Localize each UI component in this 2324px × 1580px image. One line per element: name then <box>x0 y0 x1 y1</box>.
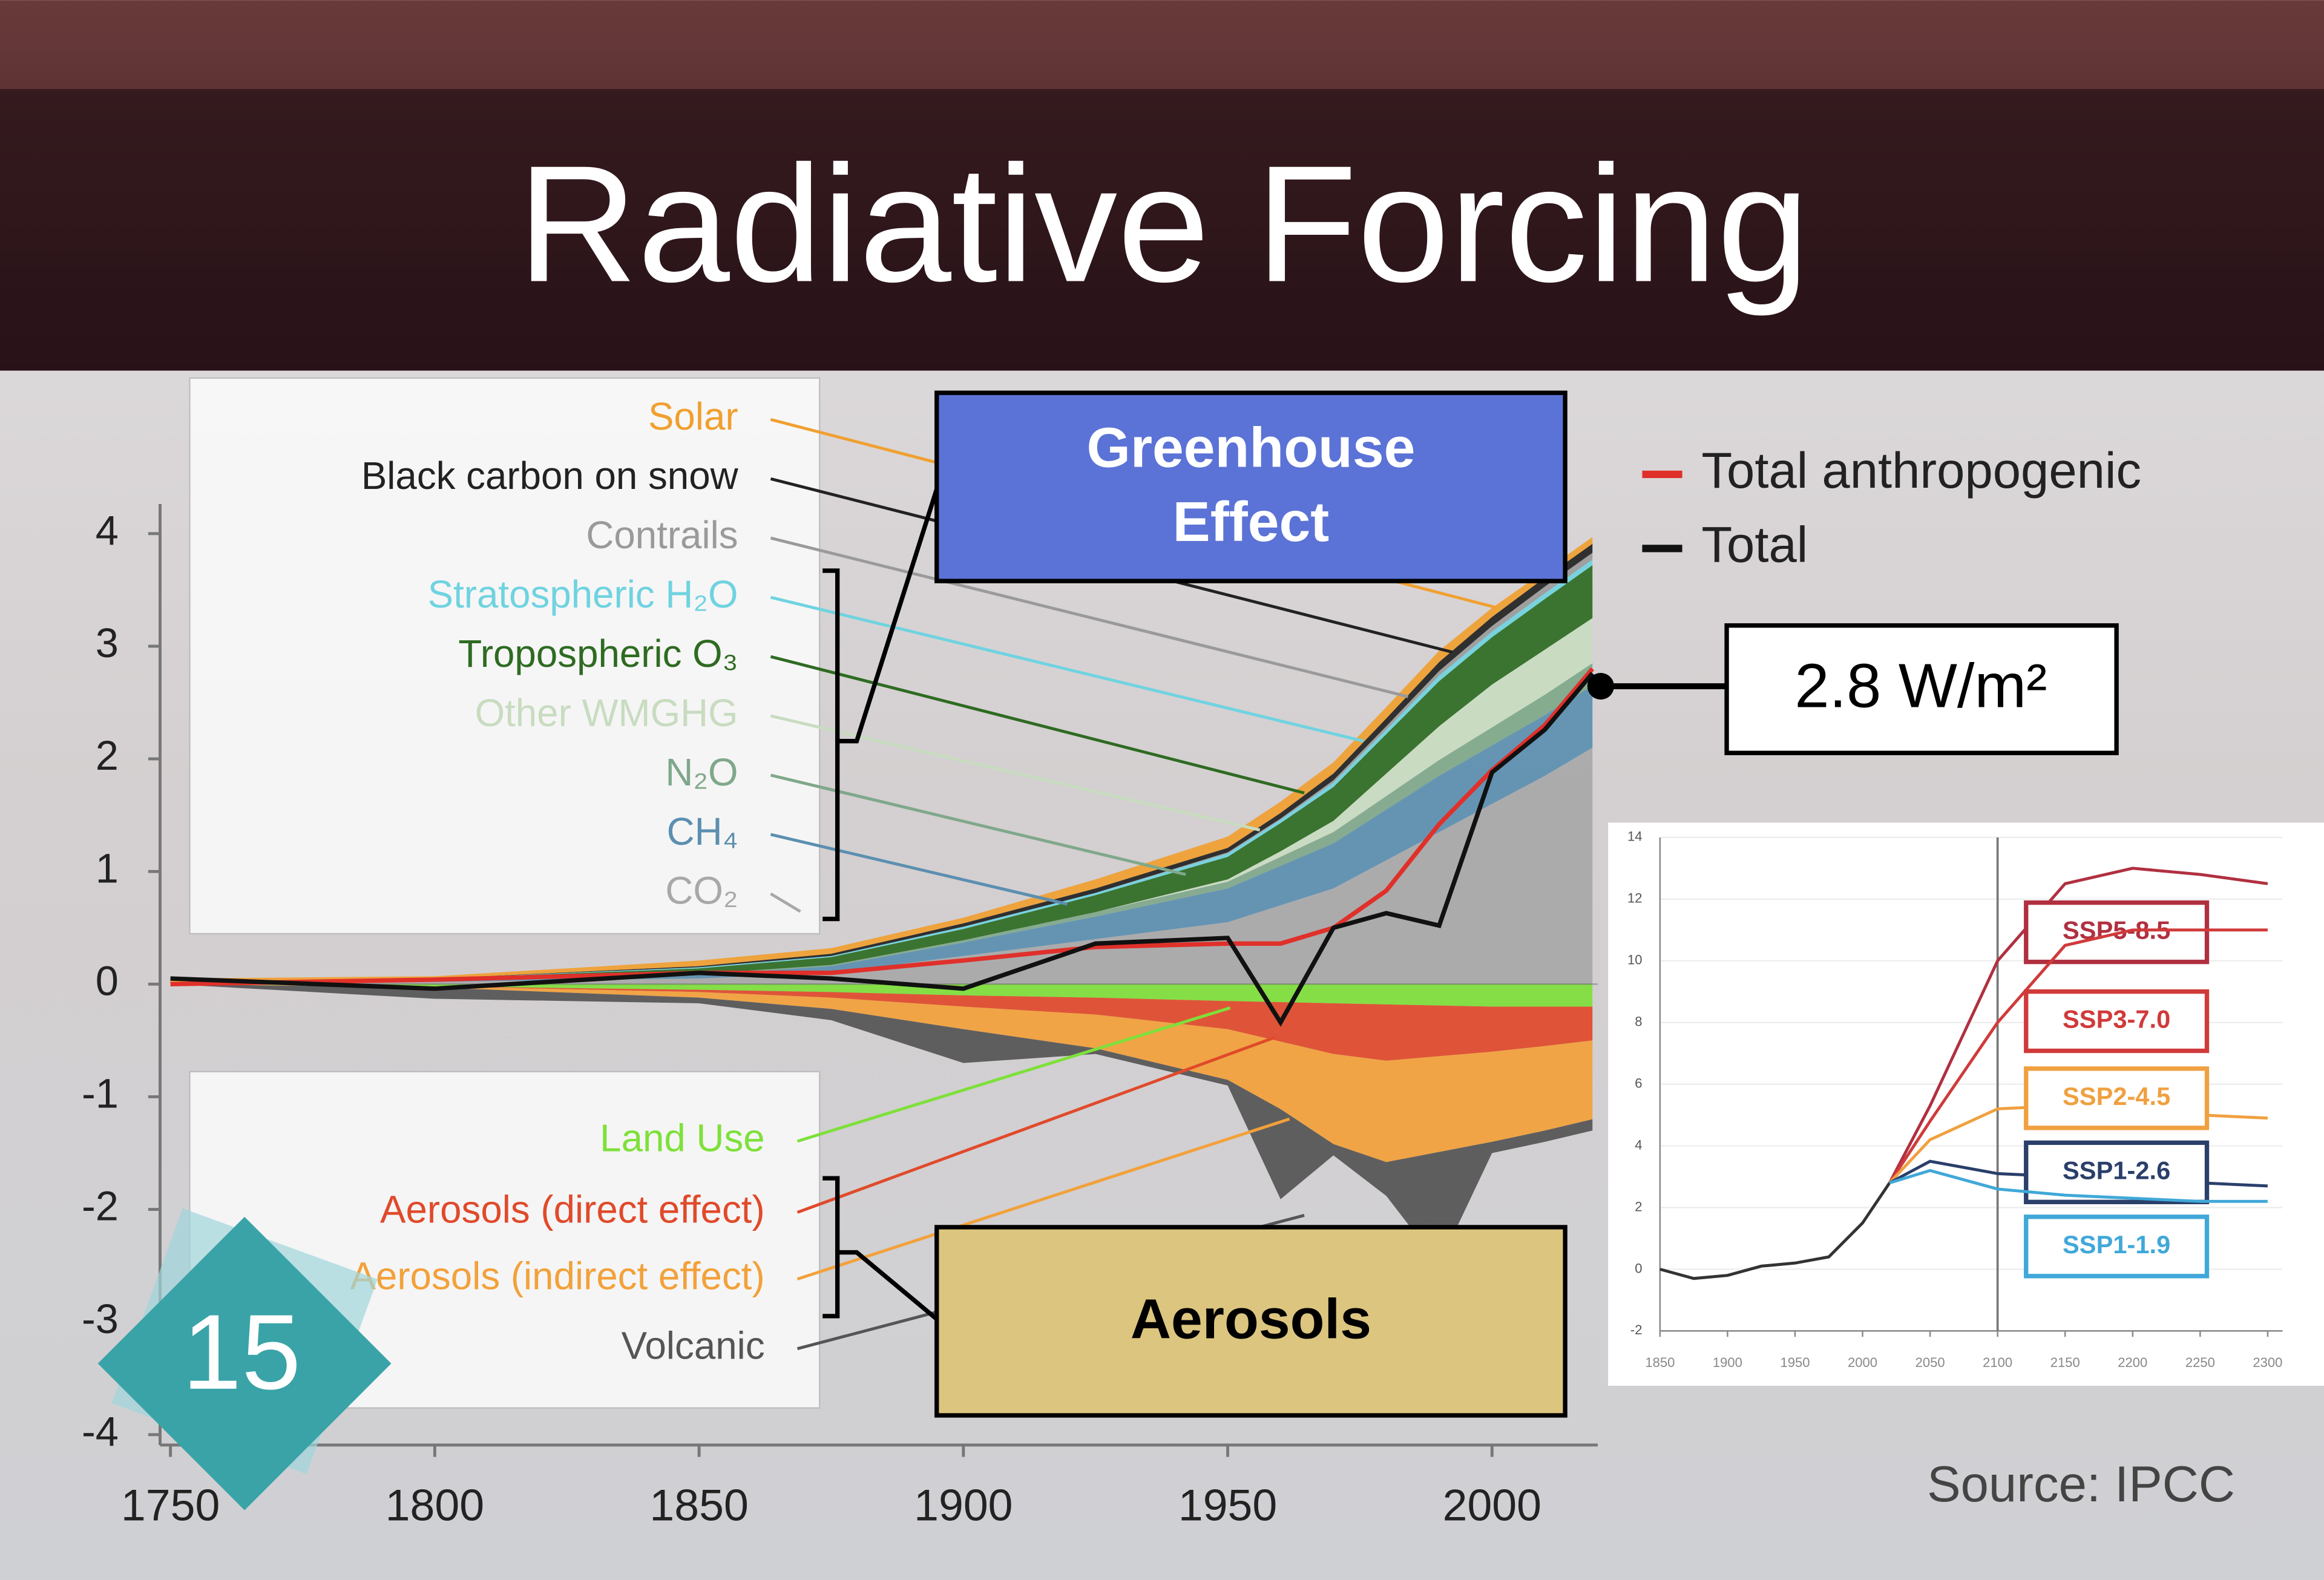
slide-title: Radiative Forcing <box>517 131 1809 317</box>
leader-line <box>770 773 1186 876</box>
x-tick-label: 2100 <box>1983 1355 2012 1370</box>
legend-label: Other WMGHG <box>475 692 738 735</box>
x-tick-label: 2250 <box>2185 1355 2215 1370</box>
y-tick-label: 10 <box>1627 952 1643 968</box>
leader-line <box>770 714 1261 832</box>
x-tick-label: 2000 <box>1848 1355 1877 1370</box>
y-tick-label: 2 <box>1635 1199 1642 1214</box>
y-tick-label: -1 <box>82 1070 119 1117</box>
legend-label: Black carbon on snow <box>361 454 739 497</box>
y-tick-label: -2 <box>82 1183 119 1230</box>
legend-label: Volcanic <box>622 1325 765 1368</box>
x-tick-label: 2150 <box>2050 1355 2080 1370</box>
area <box>170 984 1593 1061</box>
leader-line <box>770 536 1409 698</box>
x-tick-label: 1850 <box>1645 1355 1675 1370</box>
x-tick-label: 2200 <box>2118 1355 2147 1370</box>
leader-line <box>770 892 801 913</box>
legend-label: Solar <box>648 395 738 438</box>
y-tick-label: 2 <box>96 732 119 779</box>
leader-line <box>770 595 1364 743</box>
line <box>1888 867 2268 1184</box>
source: Source: IPCC <box>1927 1456 2235 1512</box>
aerosols-label: Aerosols <box>1131 1288 1371 1351</box>
legend-box <box>2024 1066 2210 1130</box>
line <box>1888 928 2268 1184</box>
x-tick-label: 2050 <box>1915 1355 1945 1370</box>
area <box>170 984 1593 1007</box>
leader-line <box>796 1117 1290 1280</box>
legend-label: Aerosols (indirect effect) <box>350 1254 764 1297</box>
leader-line <box>796 1036 1275 1214</box>
y-tick-label: 1 <box>96 845 119 891</box>
x-tick-label: 2300 <box>2253 1355 2282 1370</box>
x-tick-label: 1750 <box>121 1480 220 1530</box>
x-tick-label: 1850 <box>649 1480 748 1530</box>
line <box>1659 1182 1891 1280</box>
y-tick-label: 3 <box>96 620 119 666</box>
legend-label: Aerosols (direct effect) <box>380 1188 765 1231</box>
aerosols-box <box>934 1225 1567 1418</box>
y-tick-label: -3 <box>82 1296 119 1342</box>
leader-line <box>770 655 1305 795</box>
legend-label: N₂O <box>665 751 738 794</box>
x-tick-label: 1900 <box>1713 1355 1742 1370</box>
greenhouse-label: Effect <box>1173 490 1330 553</box>
y-tick-label: 0 <box>96 957 119 1004</box>
line <box>170 672 1595 1027</box>
legend-box <box>2024 1215 2210 1279</box>
y-tick-label: 12 <box>1627 891 1643 906</box>
callout-text: 2.8 W/m² <box>1794 651 2047 721</box>
y-tick-label: 14 <box>1627 829 1643 844</box>
legend-label: Land Use <box>600 1117 765 1160</box>
slide-number: 15 <box>182 1293 301 1412</box>
x-tick-label: 1900 <box>914 1480 1013 1530</box>
greenhouse-box <box>934 390 1567 583</box>
bracket <box>822 1176 939 1321</box>
legend-label: Tropospheric O₃ <box>458 632 738 675</box>
y-tick-label: 8 <box>1635 1014 1642 1029</box>
legend-label: SSP1-2.6 <box>2063 1156 2170 1184</box>
legend-label: SSP2-4.5 <box>2063 1082 2170 1110</box>
area <box>170 984 1593 1162</box>
legend-label: SSP1-1.9 <box>2063 1230 2170 1259</box>
legend-label: CH₄ <box>667 810 738 853</box>
line <box>1889 1169 2268 1203</box>
x-tick-label: 2000 <box>1443 1480 1541 1530</box>
callout-box <box>1724 623 2119 755</box>
legend-label: Total anthropogenic <box>1701 442 2141 499</box>
y-tick-label: 4 <box>1635 1137 1642 1152</box>
legend-box <box>2024 1140 2210 1204</box>
badge-shape <box>97 1216 392 1510</box>
y-tick-label: 4 <box>96 507 119 554</box>
y-tick-label: 6 <box>1635 1075 1642 1090</box>
title-band <box>0 89 2324 371</box>
area <box>170 747 1593 985</box>
y-tick-label: -2 <box>1630 1322 1643 1337</box>
area <box>170 686 1593 985</box>
legend-box <box>2024 989 2210 1054</box>
greenhouse-label: Greenhouse <box>1086 416 1415 479</box>
legend-label: Stratospheric H₂O <box>428 573 738 616</box>
slide-badge: 15 <box>97 1208 392 1510</box>
callout-dot <box>1587 673 1614 700</box>
bracket <box>822 488 939 922</box>
inset-chart: -2 0 2 4 6 8 10 12 14 1850 1900 1950 2000 2050 2100 215… <box>1627 829 2282 1370</box>
legend-box <box>189 377 821 935</box>
legend-label: SSP3-7.0 <box>2063 1005 2170 1034</box>
legend-label: Total <box>1701 516 1808 572</box>
leader-line <box>796 1006 1231 1143</box>
leader-line <box>770 833 1068 906</box>
legend-label: Contrails <box>586 514 738 557</box>
y-tick-label: -4 <box>82 1408 119 1455</box>
legend-label: CO₂ <box>665 870 738 913</box>
x-tick-label: 1800 <box>386 1480 484 1530</box>
y-tick-label: 0 <box>1635 1260 1642 1276</box>
x-tick-label: 1950 <box>1780 1355 1810 1370</box>
x-tick-label: 1950 <box>1178 1480 1277 1530</box>
inset-background <box>1608 822 2324 1386</box>
